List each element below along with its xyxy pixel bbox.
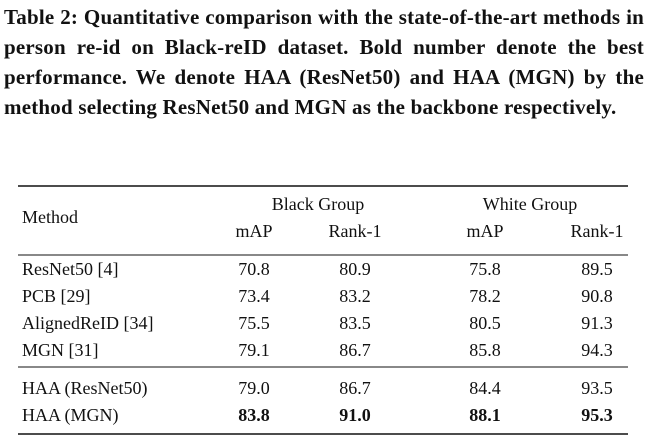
cell-value: 80.5 bbox=[469, 313, 501, 333]
cell-value: 88.1 bbox=[469, 405, 501, 425]
cell-value: 75.5 bbox=[238, 313, 270, 333]
header-group: Black Group bbox=[272, 194, 364, 214]
cell-value: 79.1 bbox=[238, 340, 270, 360]
cell-value: 86.7 bbox=[339, 378, 371, 398]
header-metric: mAP bbox=[235, 221, 272, 241]
row-method: HAA (MGN) bbox=[22, 405, 119, 426]
row-method: ResNet50 [4] bbox=[22, 259, 118, 279]
cell-value: 91.3 bbox=[581, 313, 613, 333]
row-method: AlignedReID [34] bbox=[22, 313, 153, 333]
header-group: White Group bbox=[483, 194, 577, 214]
row-method: PCB [29] bbox=[22, 286, 91, 306]
header-metric: Rank-1 bbox=[329, 221, 382, 241]
cell-value: 86.7 bbox=[339, 340, 371, 360]
cell-value: 75.8 bbox=[469, 259, 501, 279]
header-metric: mAP bbox=[466, 221, 503, 241]
cell-value: 83.8 bbox=[238, 405, 270, 425]
row-method: HAA (ResNet50) bbox=[22, 378, 147, 399]
cell-value: 79.0 bbox=[238, 378, 270, 398]
cell-value: 94.3 bbox=[581, 340, 613, 360]
header-method: Method bbox=[22, 207, 78, 227]
cell-value: 84.4 bbox=[469, 378, 501, 398]
cell-value: 73.4 bbox=[238, 286, 270, 306]
cell-value: 78.2 bbox=[469, 286, 501, 306]
row-method: MGN [31] bbox=[22, 340, 99, 360]
cell-value: 70.8 bbox=[238, 259, 270, 279]
header-metric: Rank-1 bbox=[571, 221, 624, 241]
cell-value: 80.9 bbox=[339, 259, 371, 279]
cell-value: 83.2 bbox=[339, 286, 371, 306]
cell-value: 83.5 bbox=[339, 313, 371, 333]
cell-value: 91.0 bbox=[339, 405, 371, 425]
cell-value: 95.3 bbox=[581, 405, 613, 425]
cell-value: 85.8 bbox=[469, 340, 501, 360]
cell-value: 90.8 bbox=[581, 286, 613, 306]
cell-value: 89.5 bbox=[581, 259, 613, 279]
table-caption: Table 2: Quantitative comparison with th… bbox=[4, 5, 644, 119]
cell-value: 93.5 bbox=[581, 378, 613, 398]
